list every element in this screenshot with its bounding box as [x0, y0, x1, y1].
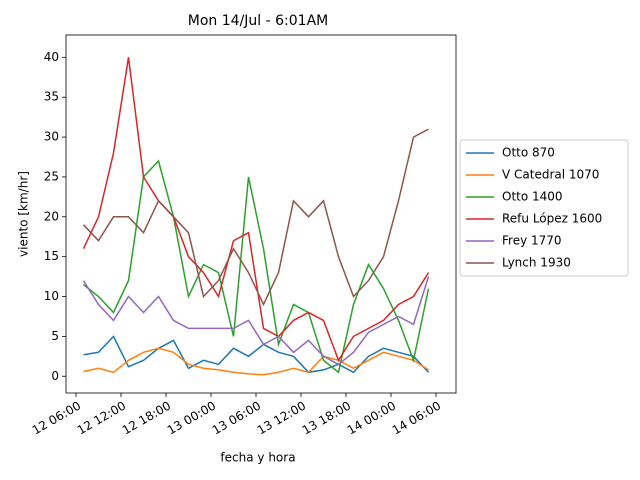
y-tick-label: 30 — [44, 130, 59, 144]
x-tick-label: 13 12:00 — [255, 399, 308, 438]
x-tick-label: 12 18:00 — [120, 399, 173, 438]
y-tick-label: 35 — [44, 90, 59, 104]
y-tick-label: 20 — [44, 209, 59, 223]
x-tick-label: 13 00:00 — [165, 399, 218, 438]
series-line — [83, 347, 429, 376]
y-tick-label: 5 — [51, 329, 59, 343]
legend-box — [459, 139, 629, 277]
x-tick-label: 14 06:00 — [390, 399, 443, 438]
series-line — [82, 276, 430, 366]
y-tick-label: 10 — [44, 289, 59, 303]
x-axis-label: fecha y hora — [220, 451, 295, 465]
plot-frame — [65, 34, 457, 394]
series-line — [82, 57, 430, 362]
x-tick-label: 14 00:00 — [345, 399, 398, 438]
legend-label: Frey 1770 — [502, 234, 562, 248]
y-tick-label: 25 — [44, 169, 59, 183]
y-tick-label: 40 — [44, 50, 59, 64]
legend-label: V Catedral 1070 — [502, 168, 599, 182]
x-tick-label: 13 06:00 — [210, 399, 263, 438]
series-line — [82, 128, 429, 307]
series-line — [83, 335, 430, 374]
x-tick-label: 12 12:00 — [75, 399, 128, 438]
legend-label: Lynch 1930 — [502, 256, 571, 270]
y-axis-label: viento [km/hr] — [17, 171, 31, 257]
series-line — [83, 159, 430, 374]
x-tick-label: 12 06:00 — [30, 399, 83, 438]
y-tick-label: 0 — [51, 369, 59, 383]
legend-label: Refu López 1600 — [502, 212, 602, 226]
legend-label: Otto 1400 — [502, 190, 563, 204]
legend-label: Otto 870 — [502, 146, 555, 160]
y-tick-label: 15 — [44, 249, 59, 263]
x-tick-label: 13 18:00 — [300, 399, 353, 438]
chart-title: Mon 14/Jul - 6:01AM — [188, 13, 328, 29]
